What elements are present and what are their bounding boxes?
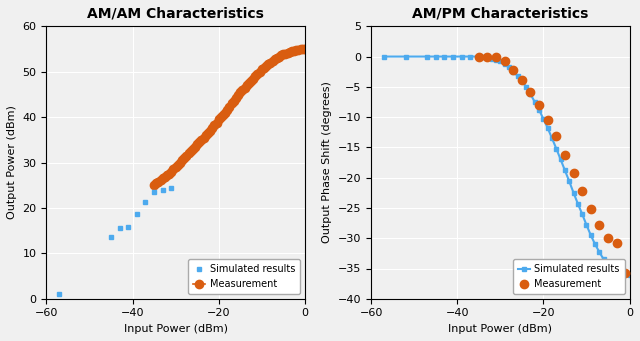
Simulated results [159,188,166,192]
Measurement [561,153,569,157]
Simulated results [522,85,530,89]
Measurement [475,55,483,59]
Legend: Simulated results, Measurement: Simulated results, Measurement [513,260,625,294]
Simulated results [557,158,564,162]
Measurement [552,134,560,138]
Measurement [484,55,492,59]
Simulated results [540,117,547,121]
Measurement [492,55,500,59]
Measurement [596,223,604,227]
Simulated results [582,223,590,227]
Measurement [535,103,543,107]
Simulated results [380,55,388,59]
Simulated results [432,55,440,59]
Simulated results [612,268,620,272]
Simulated results [124,225,132,229]
Measurement [292,48,300,53]
Simulated results [505,65,513,70]
Simulated results [467,55,474,59]
Line: Measurement: Measurement [150,45,309,189]
Simulated results [56,292,63,296]
Simulated results [587,233,595,237]
Simulated results [544,126,552,130]
Simulated results [552,147,560,151]
Measurement [621,271,629,276]
Simulated results [561,168,569,173]
Measurement [587,207,595,211]
Measurement [193,142,201,146]
Simulated results [591,242,599,246]
Measurement [570,171,577,175]
Measurement [527,90,534,94]
Simulated results [596,250,604,254]
Simulated results [518,79,525,83]
Simulated results [492,58,500,62]
Simulated results [626,272,634,277]
Y-axis label: Output Power (dBm): Output Power (dBm) [7,106,17,220]
Title: AM/AM Characteristics: AM/AM Characteristics [87,7,264,21]
Simulated results [133,212,141,216]
Simulated results [574,202,582,206]
Measurement [604,236,612,240]
Simulated results [479,55,487,59]
Simulated results [535,108,543,112]
Simulated results [484,56,492,60]
Measurement [518,77,525,81]
Simulated results [565,179,573,183]
Simulated results [514,74,522,78]
Simulated results [609,266,616,270]
Measurement [612,241,620,245]
Simulated results [500,62,508,66]
Measurement [500,59,508,63]
Line: Simulated results: Simulated results [57,185,173,297]
Title: AM/PM Characteristics: AM/PM Characteristics [412,7,589,21]
Simulated results [141,200,149,204]
Measurement [154,180,162,184]
Y-axis label: Output Phase Shift (degrees): Output Phase Shift (degrees) [323,81,332,243]
Line: Measurement: Measurement [475,53,629,278]
Simulated results [423,55,431,59]
Simulated results [570,191,577,195]
X-axis label: Input Power (dBm): Input Power (dBm) [124,324,228,334]
Line: Simulated results: Simulated results [381,54,632,277]
Simulated results [488,57,495,61]
Simulated results [475,55,483,59]
Simulated results [548,136,556,140]
X-axis label: Input Power (dBm): Input Power (dBm) [448,324,552,334]
Simulated results [150,190,158,194]
Simulated results [449,55,457,59]
Legend: Simulated results, Measurement: Simulated results, Measurement [188,260,300,294]
Measurement [544,118,552,122]
Simulated results [621,271,629,276]
Simulated results [458,55,465,59]
Measurement [301,47,308,51]
Simulated results [579,212,586,216]
Simulated results [604,262,612,266]
Measurement [509,68,517,72]
Simulated results [600,257,607,262]
Simulated results [617,270,625,274]
Simulated results [116,226,124,231]
Simulated results [440,55,448,59]
Simulated results [531,100,539,104]
Simulated results [402,55,410,59]
Measurement [150,183,158,187]
Simulated results [509,70,517,74]
Simulated results [107,235,115,239]
Measurement [206,129,214,133]
Measurement [579,189,586,193]
Simulated results [527,92,534,96]
Measurement [223,108,231,112]
Measurement [241,86,248,90]
Simulated results [168,186,175,190]
Simulated results [497,59,504,63]
